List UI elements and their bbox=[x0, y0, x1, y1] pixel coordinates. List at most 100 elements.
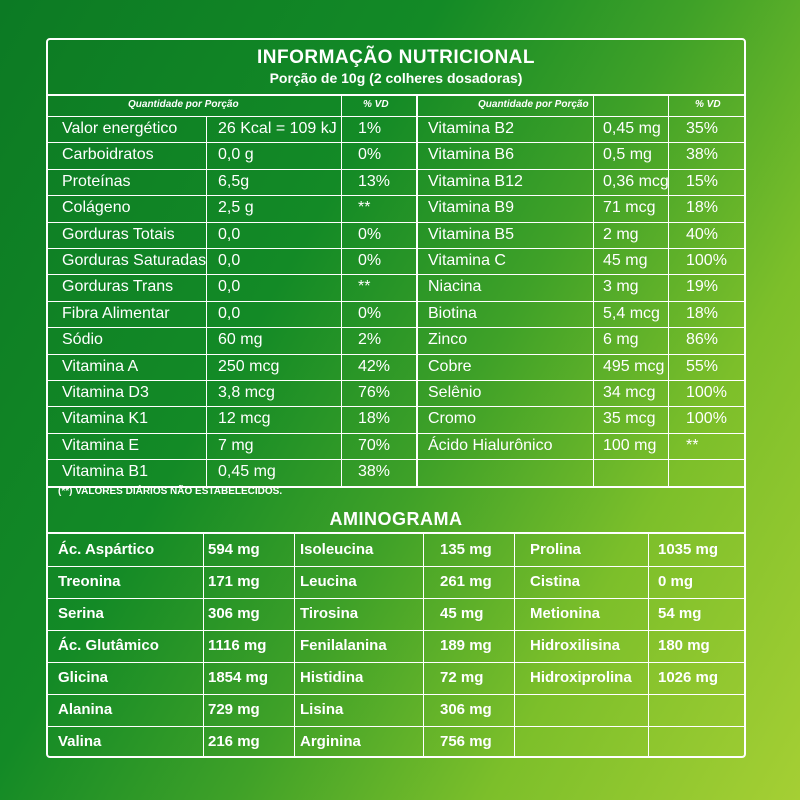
amino-acid-name: Prolina bbox=[530, 541, 581, 558]
nutrient-name: Vitamina B1 bbox=[62, 463, 148, 481]
amino-acid-amount: 1116 mg bbox=[208, 637, 267, 654]
nutrient-vd: 100% bbox=[686, 410, 727, 428]
nutrient-vd: 18% bbox=[686, 304, 719, 322]
amino-acid-amount: 306 mg bbox=[440, 701, 492, 718]
nutrient-row: Vitamina E 7 mg 70% Ácido Hialurônico 100 mg… bbox=[48, 434, 744, 458]
amino-acid-amount: 180 mg bbox=[658, 637, 710, 654]
nutrient-quantity: 0,45 mg bbox=[603, 120, 661, 137]
nutrient-name: Vitamina E bbox=[62, 436, 140, 454]
nutrient-vd: 19% bbox=[686, 278, 719, 296]
nutrient-quantity: 0,0 g bbox=[218, 146, 254, 164]
nutrient-row: Valor energético 26 Kcal = 109 kJ 1% Vitami… bbox=[48, 117, 744, 141]
nutrient-quantity: 5,4 mcg bbox=[603, 304, 660, 322]
nutrient-quantity: 71 mcg bbox=[603, 199, 656, 217]
nutrient-row: Vitamina B1 0,45 mg 38% bbox=[48, 460, 744, 484]
amino-acid-amount: 45 mg bbox=[440, 605, 484, 622]
amino-acid-name: Serina bbox=[58, 605, 104, 622]
amino-acid-amount: 1026 mg bbox=[658, 669, 719, 686]
nutrient-name: Sódio bbox=[62, 331, 103, 349]
nutrient-name: Proteínas bbox=[62, 172, 131, 190]
nutrient-name: Vitamina B9 bbox=[428, 199, 514, 217]
nutrient-quantity: 0,0 bbox=[218, 278, 241, 296]
nutrient-name: Valor energético bbox=[62, 120, 178, 137]
nutrient-row: Vitamina A 250 mcg 42% Cobre 495 mcg 55% bbox=[48, 355, 744, 379]
nutrient-vd: 100% bbox=[686, 384, 727, 401]
nutrient-quantity: 2,5 g bbox=[218, 199, 254, 217]
nutrient-name: Vitamina B2 bbox=[428, 120, 514, 137]
amino-acid-amount: 54 mg bbox=[658, 605, 702, 622]
nutrient-vd: 35% bbox=[686, 120, 719, 137]
nutrient-name: Biotina bbox=[428, 304, 477, 322]
amino-acid-amount: 0 mg bbox=[658, 573, 694, 590]
nutrient-vd: 0% bbox=[358, 304, 382, 322]
nutrient-name: Carboidratos bbox=[62, 146, 154, 164]
nutrient-name: Vitamina A bbox=[62, 357, 139, 375]
amino-acid-name: Leucina bbox=[300, 573, 357, 590]
nutrient-quantity: 26 Kcal = 109 kJ bbox=[218, 120, 337, 137]
nutrient-vd: 15% bbox=[686, 172, 719, 190]
nutrient-quantity: 495 mcg bbox=[603, 357, 665, 375]
nutrient-vd: ** bbox=[686, 436, 699, 454]
amino-acid-amount: 756 mg bbox=[440, 733, 492, 750]
nutrient-name: Niacina bbox=[428, 278, 482, 296]
nutrient-vd: 76% bbox=[358, 384, 391, 401]
nutrient-quantity: 6 mg bbox=[603, 331, 639, 349]
amino-acid-name: Hidroxiprolina bbox=[530, 669, 632, 686]
panel-title: INFORMAÇÃO NUTRICIONAL bbox=[256, 47, 536, 68]
nutrient-vd: 70% bbox=[358, 436, 391, 454]
amino-acid-name: Ác. Aspártico bbox=[58, 541, 155, 558]
nutrient-name: Selênio bbox=[428, 384, 482, 401]
nutrient-row: Sódio 60 mg 2% Zinco 6 mg 86% bbox=[48, 328, 744, 352]
amino-acid-name: Arginina bbox=[300, 733, 361, 750]
amino-acid-amount: 1854 mg bbox=[208, 669, 269, 686]
nutrient-quantity: 60 mg bbox=[218, 331, 263, 349]
nutrient-name: Vitamina D3 bbox=[62, 384, 149, 401]
nutrient-quantity: 0,36 mcg bbox=[603, 172, 669, 190]
amino-acid-amount: 171 mg bbox=[208, 573, 260, 590]
nutrient-quantity: 250 mcg bbox=[218, 357, 280, 375]
nutrient-quantity: 7 mg bbox=[218, 436, 254, 454]
amino-acid-name: Ác. Glutâmico bbox=[58, 637, 159, 654]
amino-acid-amount: 261 mg bbox=[440, 573, 492, 590]
right-qty-header: Quantidade por Porção bbox=[478, 99, 589, 110]
nutrient-quantity: 0,0 bbox=[218, 304, 241, 322]
nutrient-quantity: 0,0 bbox=[218, 225, 241, 243]
nutrient-vd: 18% bbox=[358, 410, 391, 428]
amino-acid-name: Histidina bbox=[300, 669, 364, 686]
amino-acid-amount: 1035 mg bbox=[658, 541, 719, 558]
nutrient-vd: ** bbox=[358, 199, 371, 217]
nutrient-vd: 18% bbox=[686, 199, 719, 217]
amino-acid-amount: 216 mg bbox=[208, 733, 260, 750]
amino-acid-amount: 135 mg bbox=[440, 541, 492, 558]
aminogram-table: Ác. Aspártico 594 mg Isoleucina 135 mg Proli… bbox=[48, 534, 744, 758]
amino-acid-name: Metionina bbox=[530, 605, 600, 622]
nutrient-name: Vitamina B12 bbox=[428, 172, 523, 190]
amino-acid-name: Isoleucina bbox=[300, 541, 374, 558]
nutrient-vd: 0% bbox=[358, 146, 382, 164]
nutrient-vd: 38% bbox=[686, 146, 719, 164]
amino-acid-amount: 72 mg bbox=[440, 669, 484, 686]
amino-acid-name: Hidroxilisina bbox=[530, 637, 621, 654]
nutrient-name: Gorduras Trans bbox=[62, 278, 174, 296]
amino-acid-name: Treonina bbox=[58, 573, 121, 590]
amino-acid-amount: 306 mg bbox=[208, 605, 260, 622]
nutrient-row: Gorduras Saturadas 0,0 0% Vitamina C 45 mg 10… bbox=[48, 249, 744, 273]
portion-size: Porção de 10g (2 colheres dosadoras) bbox=[269, 70, 523, 86]
nutrient-row: Carboidratos 0,0 g 0% Vitamina B6 0,5 mg 38% bbox=[48, 143, 744, 167]
nutrient-quantity: 0,5 mg bbox=[603, 146, 652, 164]
nutrient-vd: 0% bbox=[358, 225, 382, 243]
left-vd-header: % VD bbox=[363, 99, 389, 110]
amino-acid-amount: 189 mg bbox=[440, 637, 492, 654]
nutrient-name: Vitamina B5 bbox=[428, 225, 514, 243]
nutrient-quantity: 0,0 bbox=[218, 252, 241, 269]
amino-acid-name: Cistina bbox=[530, 573, 581, 590]
nutrient-vd: 0% bbox=[358, 252, 382, 269]
nutrient-quantity: 2 mg bbox=[603, 225, 639, 243]
nutrient-name: Vitamina B6 bbox=[428, 146, 514, 164]
nutrient-vd: 1% bbox=[358, 120, 382, 137]
nutrient-name: Vitamina K1 bbox=[62, 410, 148, 428]
nutrient-name: Fibra Alimentar bbox=[62, 304, 170, 322]
nutrient-quantity: 12 mcg bbox=[218, 410, 271, 428]
nutrient-row: Gorduras Totais 0,0 0% Vitamina B5 2 mg 40% bbox=[48, 223, 744, 247]
amino-acid-name: Valina bbox=[58, 733, 102, 750]
